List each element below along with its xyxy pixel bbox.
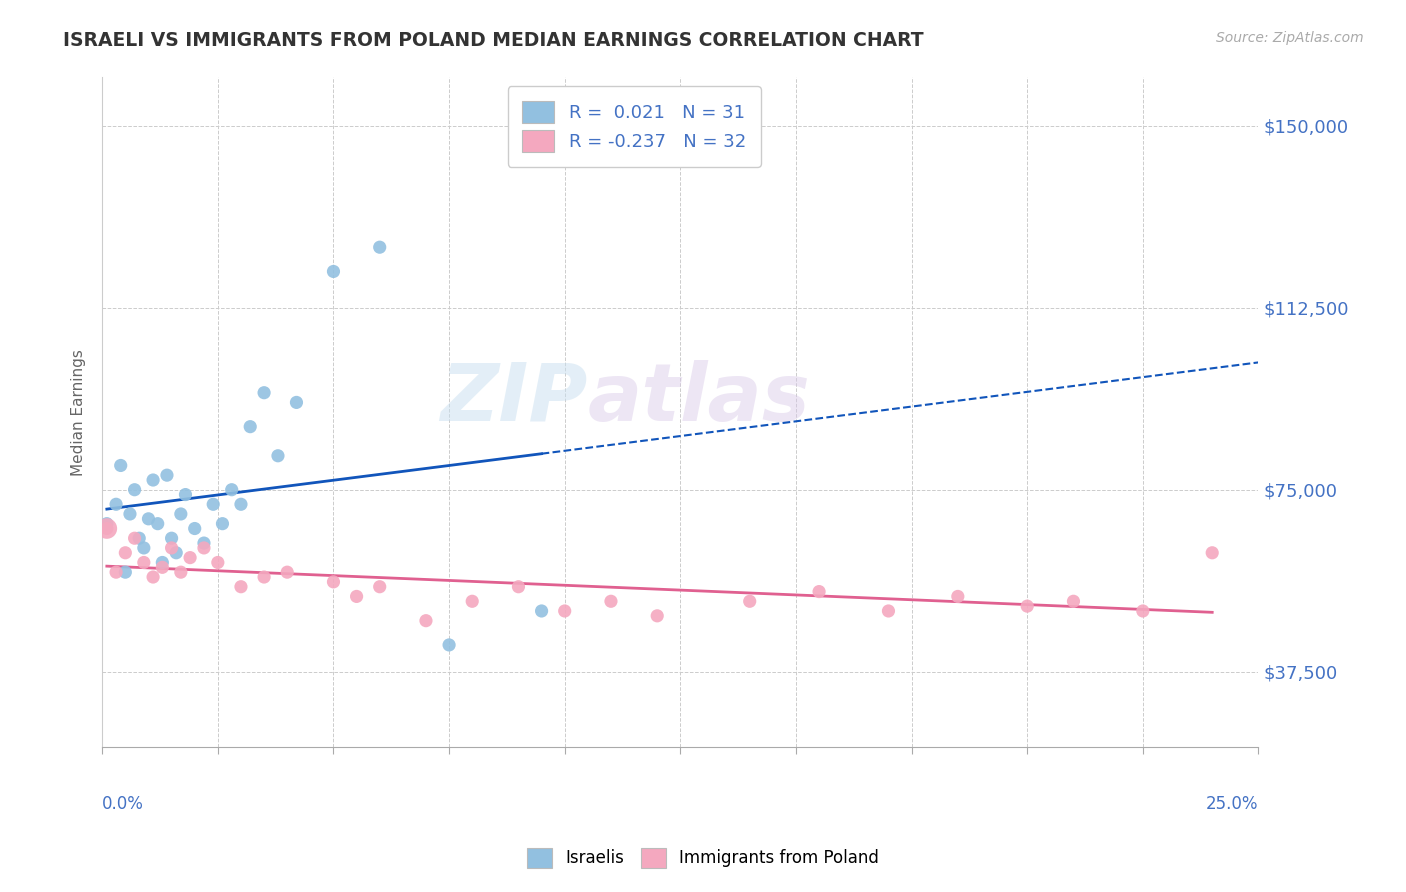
Point xyxy=(415,614,437,628)
Text: atlas: atlas xyxy=(588,359,811,438)
Point xyxy=(105,497,128,511)
Point xyxy=(114,546,136,560)
Point xyxy=(202,497,225,511)
Point xyxy=(207,556,229,570)
Point xyxy=(253,385,276,400)
Point xyxy=(170,507,193,521)
Point xyxy=(239,419,262,434)
Point xyxy=(461,594,484,608)
Point xyxy=(128,531,150,545)
Point xyxy=(738,594,761,608)
Point xyxy=(946,590,969,604)
Point xyxy=(156,468,179,483)
Point xyxy=(160,531,183,545)
Point xyxy=(211,516,233,531)
Point xyxy=(600,594,623,608)
Point xyxy=(183,522,205,536)
Text: ZIP: ZIP xyxy=(440,359,588,438)
Point xyxy=(1017,599,1039,614)
Point xyxy=(368,580,391,594)
Point xyxy=(437,638,460,652)
Point xyxy=(193,536,215,550)
Point xyxy=(267,449,290,463)
Point xyxy=(1201,546,1223,560)
Point xyxy=(276,565,298,579)
Point xyxy=(170,565,193,579)
Point xyxy=(150,560,173,574)
Point xyxy=(221,483,243,497)
Point xyxy=(877,604,900,618)
Point xyxy=(179,550,201,565)
Point xyxy=(105,565,128,579)
Point xyxy=(132,556,155,570)
Point xyxy=(142,570,165,584)
Point xyxy=(96,522,118,536)
Point xyxy=(229,497,252,511)
Text: 25.0%: 25.0% xyxy=(1206,796,1258,814)
Point xyxy=(285,395,308,409)
Point xyxy=(322,264,344,278)
Point xyxy=(530,604,553,618)
Point xyxy=(229,580,252,594)
Point xyxy=(253,570,276,584)
Point xyxy=(142,473,165,487)
Text: ISRAELI VS IMMIGRANTS FROM POLAND MEDIAN EARNINGS CORRELATION CHART: ISRAELI VS IMMIGRANTS FROM POLAND MEDIAN… xyxy=(63,31,924,50)
Point xyxy=(368,240,391,254)
Point xyxy=(165,546,187,560)
Point xyxy=(554,604,576,618)
Point xyxy=(645,608,668,623)
Point xyxy=(118,507,141,521)
Text: 0.0%: 0.0% xyxy=(103,796,143,814)
Point xyxy=(174,487,197,501)
Point xyxy=(114,565,136,579)
Y-axis label: Median Earnings: Median Earnings xyxy=(72,349,86,475)
Point xyxy=(1132,604,1154,618)
Text: Source: ZipAtlas.com: Source: ZipAtlas.com xyxy=(1216,31,1364,45)
Point xyxy=(124,483,146,497)
Point xyxy=(96,522,118,536)
Point xyxy=(193,541,215,555)
Point xyxy=(146,516,169,531)
Point xyxy=(346,590,368,604)
Point xyxy=(96,516,118,531)
Point xyxy=(138,512,160,526)
Point xyxy=(150,556,173,570)
Point xyxy=(322,574,344,589)
Point xyxy=(110,458,132,473)
Legend: Israelis, Immigrants from Poland: Israelis, Immigrants from Poland xyxy=(520,841,886,875)
Legend: R =  0.021   N = 31, R = -0.237   N = 32: R = 0.021 N = 31, R = -0.237 N = 32 xyxy=(508,87,761,167)
Point xyxy=(132,541,155,555)
Point xyxy=(1062,594,1084,608)
Point xyxy=(508,580,530,594)
Point xyxy=(160,541,183,555)
Point xyxy=(808,584,831,599)
Point xyxy=(124,531,146,545)
